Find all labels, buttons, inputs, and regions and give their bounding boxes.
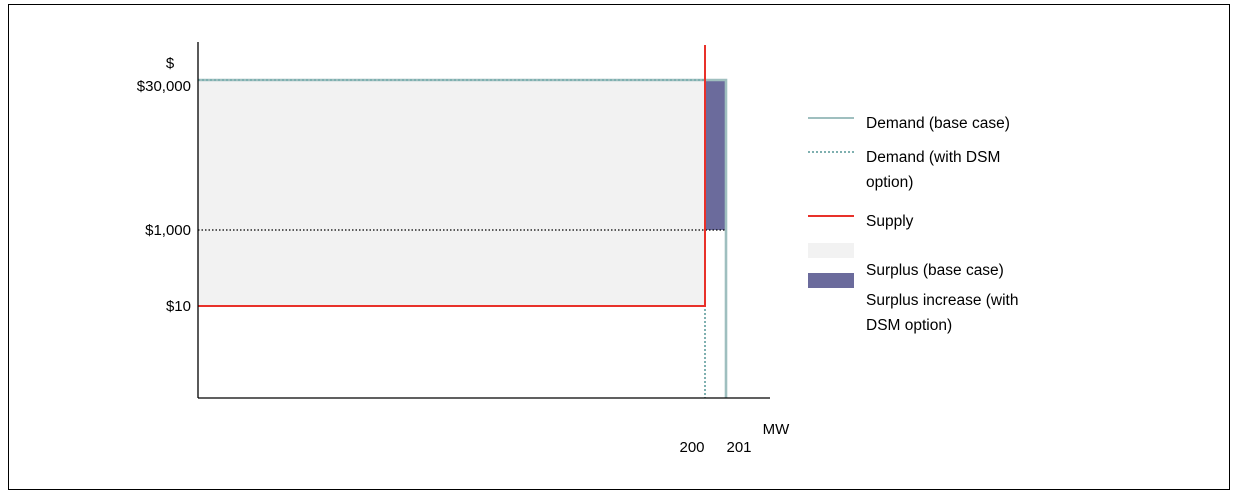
legend: Demand (base case) Demand (with DSM option…	[808, 115, 1018, 334]
y-tick-label: $1,000	[145, 222, 191, 239]
legend-label: DSM option)	[866, 317, 952, 334]
chart-frame	[8, 4, 1230, 490]
plot-area	[198, 45, 728, 398]
legend-label: Surplus increase (with	[866, 292, 1018, 309]
legend-label: option)	[866, 174, 913, 191]
x-tick-label: 200	[679, 439, 704, 456]
line-demand-with-dsm-option	[198, 79, 706, 398]
legend-label: Demand (with DSM	[866, 149, 1000, 166]
legend-entry: Demand (base case)	[808, 115, 1010, 132]
tick-labels: $30,000 $1,000 $10 200 201	[137, 78, 752, 456]
x-tick-label: 201	[726, 439, 751, 456]
legend-label: Surplus (base case)	[866, 262, 1004, 279]
line-supply	[198, 45, 706, 307]
legend-entry: Supply	[808, 213, 914, 230]
area-surplus-increase-with-dsm-option	[705, 80, 726, 230]
axes: $ MW	[166, 42, 790, 438]
legend-entry: Demand (with DSM option)	[808, 149, 1000, 191]
legend-entry: Surplus increase (with DSM option)	[808, 273, 1018, 334]
legend-label: Supply	[866, 213, 914, 230]
area-surplus-base-case	[198, 80, 705, 306]
x-axis-label: MW	[763, 421, 790, 438]
y-axis-label: $	[166, 55, 175, 72]
legend-swatch	[808, 273, 854, 288]
legend-label: Demand (base case)	[866, 115, 1010, 132]
legend-swatch	[808, 243, 854, 258]
legend-entry: Surplus (base case)	[808, 243, 1004, 279]
y-tick-label: $10	[166, 298, 191, 315]
y-tick-label: $30,000	[137, 78, 191, 95]
